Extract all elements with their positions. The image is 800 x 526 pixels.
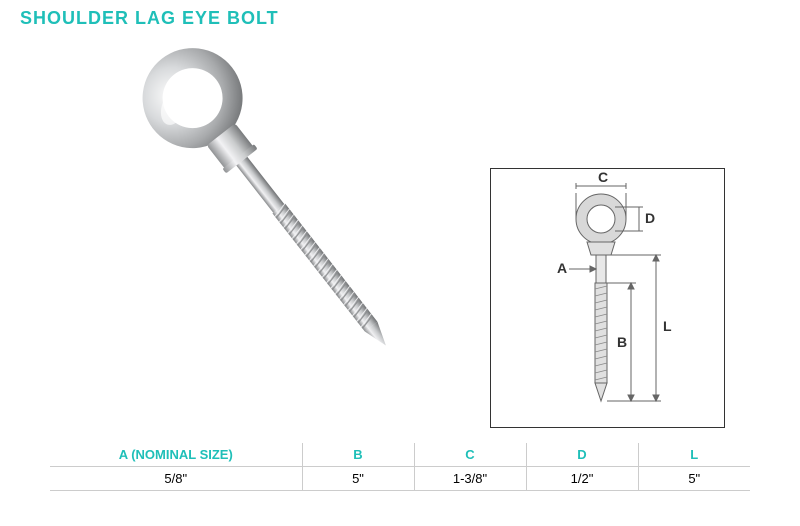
col-l: L <box>638 443 750 467</box>
cell-d: 1/2" <box>526 467 638 491</box>
col-d: D <box>526 443 638 467</box>
dim-label-c: C <box>598 169 608 185</box>
dimension-diagram: C D A B L <box>490 168 725 428</box>
dim-label-l: L <box>663 318 672 334</box>
spec-table: A (NOMINAL SIZE) B C D L 5/8" 5" 1-3/8" … <box>50 443 750 491</box>
dim-label-d: D <box>645 210 655 226</box>
cell-a: 5/8" <box>50 467 302 491</box>
col-b: B <box>302 443 414 467</box>
table-row: 5/8" 5" 1-3/8" 1/2" 5" <box>50 467 750 491</box>
col-c: C <box>414 443 526 467</box>
dim-label-a: A <box>557 260 567 276</box>
cell-b: 5" <box>302 467 414 491</box>
product-image <box>60 40 500 420</box>
cell-c: 1-3/8" <box>414 467 526 491</box>
col-a: A (NOMINAL SIZE) <box>50 443 302 467</box>
table-header-row: A (NOMINAL SIZE) B C D L <box>50 443 750 467</box>
cell-l: 5" <box>638 467 750 491</box>
dim-label-b: B <box>617 334 627 350</box>
page-title: SHOULDER LAG EYE BOLT <box>20 8 279 29</box>
